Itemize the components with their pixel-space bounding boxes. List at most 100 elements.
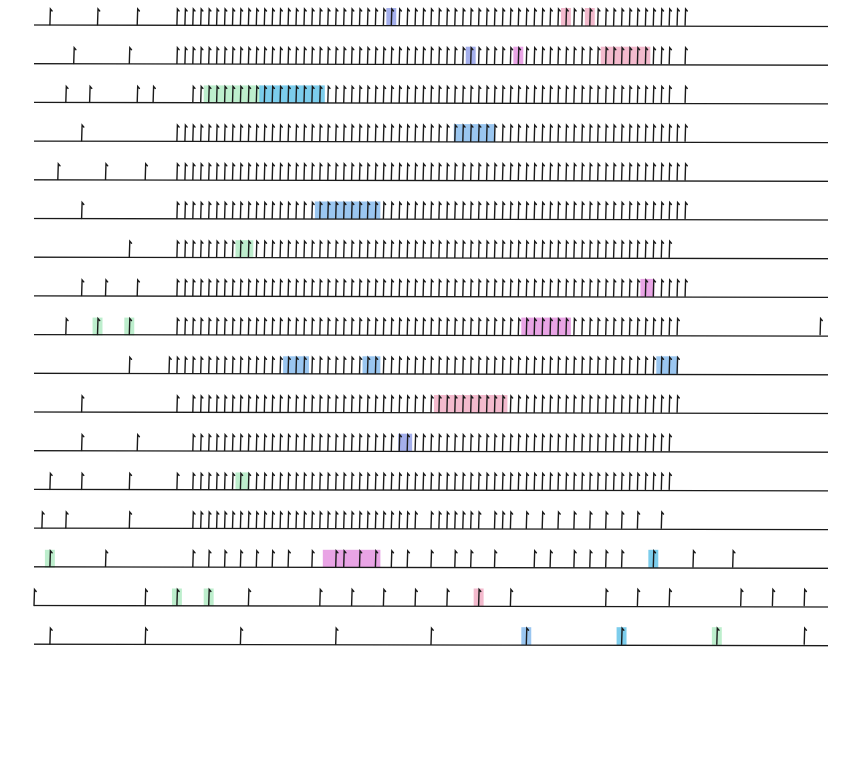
spike-tick xyxy=(358,432,363,452)
spike-tick xyxy=(200,510,204,529)
spike-tick xyxy=(192,161,196,181)
spike-tick xyxy=(414,355,418,374)
spike-tick xyxy=(573,239,577,258)
spike-tick xyxy=(620,239,625,258)
spike-tick xyxy=(239,84,244,104)
trial-row xyxy=(33,587,829,608)
spike-tick xyxy=(319,510,323,529)
spike-tick xyxy=(557,239,561,258)
spike-tick xyxy=(581,471,585,491)
spike-tick xyxy=(652,7,657,26)
spike-tick xyxy=(676,161,680,181)
spike-tick xyxy=(398,7,403,26)
spike-tick xyxy=(477,432,482,452)
spike-tick xyxy=(398,432,403,452)
spike-tick xyxy=(176,161,180,181)
spike-tick xyxy=(438,161,442,181)
spike-tick xyxy=(350,200,355,220)
spike-tick xyxy=(477,316,482,336)
spike-tick xyxy=(200,394,204,413)
spike-tick xyxy=(335,161,339,181)
spike-tick xyxy=(636,84,641,104)
spike-tick xyxy=(668,123,673,142)
spike-tick xyxy=(335,510,339,529)
spike-tick xyxy=(215,278,220,297)
spike-tick xyxy=(398,239,403,258)
spike-tick xyxy=(612,355,617,374)
spike-tick xyxy=(65,84,69,104)
spike-tick xyxy=(581,123,585,142)
spike-tick xyxy=(684,278,688,297)
trial-row xyxy=(33,432,829,453)
spike-tick xyxy=(255,200,260,220)
spike-tick xyxy=(303,278,307,297)
spike-tick xyxy=(247,316,252,336)
spike-tick xyxy=(374,161,379,181)
spike-tick xyxy=(620,510,625,529)
spike-tick xyxy=(327,316,331,336)
spike-tick xyxy=(612,278,617,297)
spike-tick xyxy=(358,84,363,104)
spike-tick xyxy=(422,355,426,374)
spike-tick xyxy=(223,200,228,220)
spike-tick xyxy=(565,7,569,26)
spike-tick xyxy=(660,45,665,65)
spike-tick xyxy=(438,316,442,336)
spike-tick xyxy=(374,239,379,258)
spike-tick xyxy=(231,123,236,142)
spike-tick xyxy=(620,84,625,104)
spike-tick xyxy=(509,7,514,26)
spike-tick xyxy=(644,355,649,374)
spike-tick xyxy=(541,7,546,26)
spike-tick xyxy=(176,316,180,336)
spike-tick xyxy=(279,123,283,142)
spike-tick xyxy=(525,278,530,297)
spike-tick xyxy=(493,510,498,529)
spike-tick xyxy=(350,432,355,452)
spike-tick xyxy=(128,45,133,65)
spike-tick xyxy=(398,200,403,220)
spike-tick xyxy=(573,161,577,181)
spike-tick xyxy=(684,200,688,220)
spike-tick xyxy=(255,355,260,374)
spike-tick xyxy=(565,278,569,297)
spike-tick xyxy=(176,7,180,26)
spike-tick xyxy=(628,161,633,181)
trial-baseline xyxy=(33,217,829,221)
spike-tick xyxy=(668,239,673,258)
spike-tick xyxy=(454,355,458,374)
spike-tick xyxy=(644,84,649,104)
spike-tick xyxy=(406,123,411,142)
spike-tick xyxy=(263,123,268,142)
spike-tick xyxy=(644,394,649,413)
spike-tick xyxy=(247,587,252,607)
spike-tick xyxy=(565,123,569,142)
spike-tick xyxy=(311,7,315,26)
spike-tick xyxy=(462,510,466,529)
spike-tick xyxy=(692,548,696,568)
spike-tick xyxy=(549,278,553,297)
spike-tick xyxy=(644,471,649,491)
spike-tick xyxy=(541,471,546,491)
spike-tick xyxy=(541,510,546,529)
spike-tick xyxy=(366,510,371,529)
spike-tick xyxy=(319,316,323,336)
spike-tick xyxy=(287,45,291,65)
spike-tick xyxy=(525,355,530,374)
spike-tick xyxy=(215,161,220,181)
spike-tick xyxy=(279,239,283,258)
spike-tick xyxy=(358,278,363,297)
spike-tick xyxy=(477,45,482,65)
spike-tick xyxy=(612,84,617,104)
spike-tick xyxy=(454,7,458,26)
spike-tick xyxy=(644,161,649,181)
spike-tick xyxy=(57,161,61,181)
spike-tick xyxy=(390,432,395,452)
spike-tick xyxy=(549,239,553,258)
spike-tick xyxy=(509,84,514,104)
spike-tick xyxy=(255,278,260,297)
spike-tick xyxy=(271,7,276,26)
spike-tick xyxy=(374,394,379,413)
spike-tick xyxy=(287,355,291,374)
spike-tick xyxy=(382,123,387,142)
